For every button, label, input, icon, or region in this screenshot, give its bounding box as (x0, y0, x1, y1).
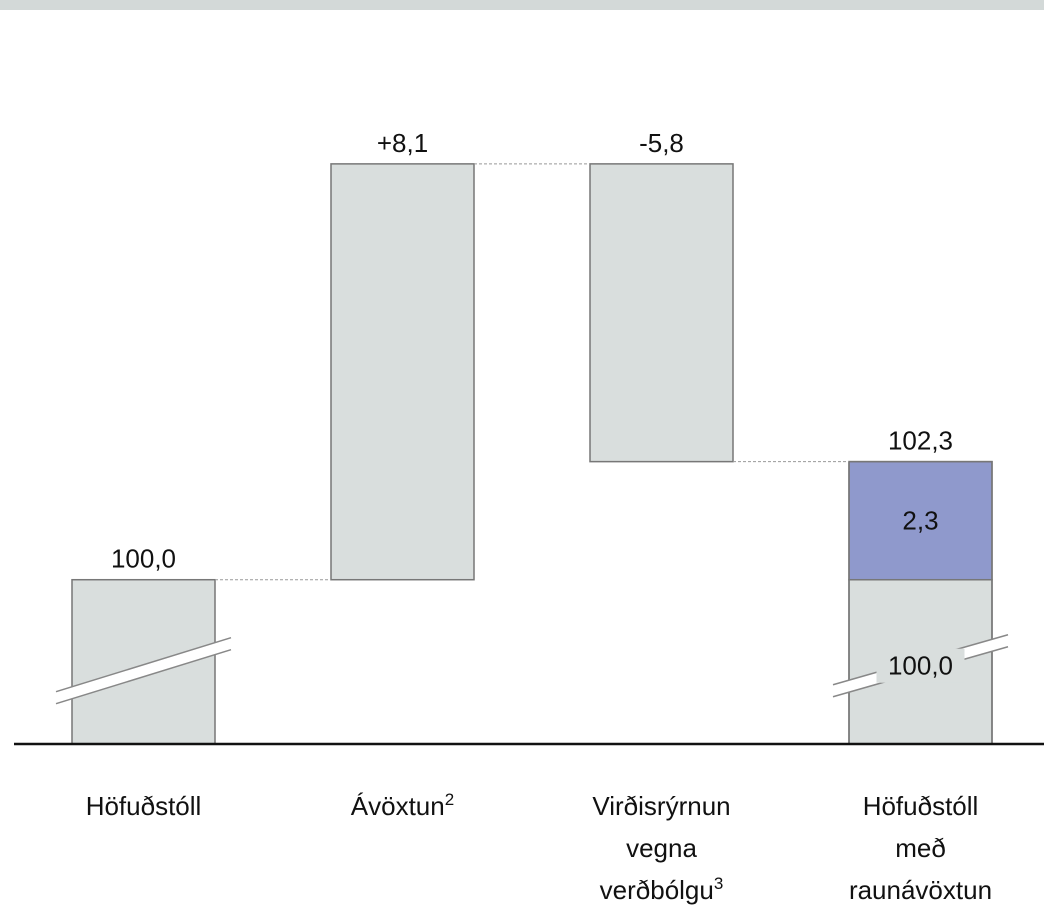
axis-break (56, 637, 231, 704)
x-tick-label: Virðisrýrnun vegna verðbólgu3 (592, 791, 730, 905)
segment-label: 2,3 (902, 506, 938, 536)
value-label: 102,3 (888, 426, 953, 456)
axis-break-line (55, 648, 232, 705)
label-bg (876, 648, 965, 683)
x-tick-label: Ávöxtun2 (351, 790, 454, 821)
x-tick-label: Höfuðstóll (86, 791, 202, 821)
bar-segment (848, 460, 993, 581)
value-label: -5,8 (639, 128, 684, 158)
segment-label: 100,0 (888, 651, 953, 681)
top-band (0, 0, 1044, 10)
bar (330, 163, 475, 581)
footnote-mark: 2 (445, 790, 454, 809)
value-label: 100,0 (111, 544, 176, 574)
value-label: +8,1 (377, 128, 428, 158)
footnote-mark: 3 (714, 874, 723, 893)
axis-break-line (55, 636, 232, 693)
x-tick-label: Höfuðstóll með raunávöxtun (849, 791, 992, 905)
bar (589, 163, 734, 463)
